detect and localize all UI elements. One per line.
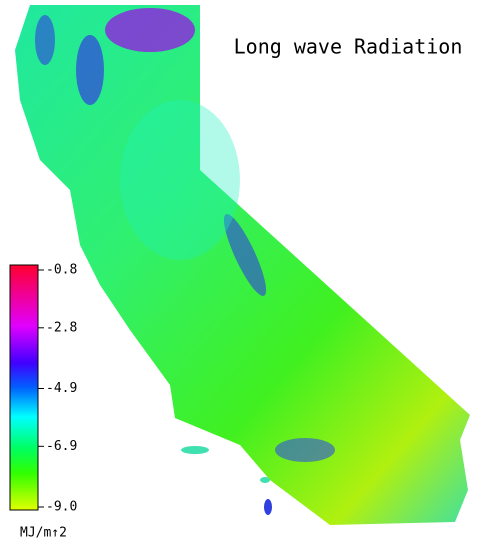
colorbar-tick-label: -9.0	[46, 500, 77, 515]
colorbar-tick-label: -4.9	[46, 381, 77, 396]
colorbar-tick-label: -2.8	[46, 320, 77, 335]
island	[181, 446, 209, 454]
colorbar-tick-label: -0.8	[46, 263, 77, 278]
map-title: Long wave Radiation	[234, 35, 463, 59]
mountain-region	[35, 15, 55, 65]
island	[260, 477, 270, 483]
mountain-region	[223, 213, 267, 297]
coast-region	[120, 100, 240, 260]
colorbar-tick-label: -6.9	[46, 439, 77, 454]
island	[264, 499, 272, 515]
colorbar	[9, 264, 39, 511]
mountain-region	[76, 35, 104, 105]
mountain-region	[275, 438, 335, 462]
mountain-region	[105, 8, 195, 52]
colorbar-unit: MJ/m↑2	[20, 526, 67, 541]
